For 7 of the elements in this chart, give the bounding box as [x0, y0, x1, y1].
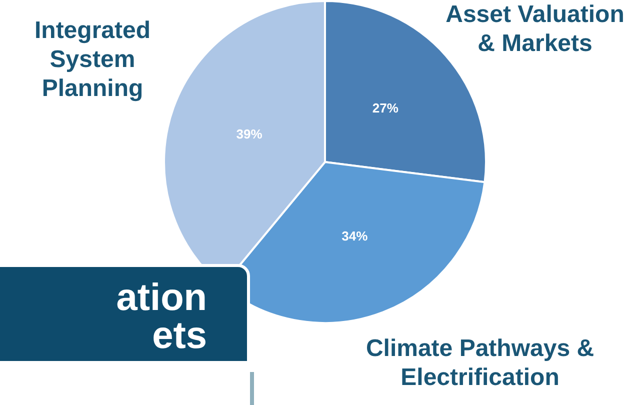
text: ation ets: [0, 264, 250, 364]
data-label: 34%: [342, 228, 368, 244]
slice-label: Integrated System Planning: [33, 16, 152, 103]
slice-label: Asset Valuation & Markets: [445, 0, 625, 58]
data-label: 39%: [236, 126, 263, 142]
slice-label: Climate Pathways & Electrification: [364, 334, 596, 392]
data-label: 27%: [372, 100, 399, 116]
